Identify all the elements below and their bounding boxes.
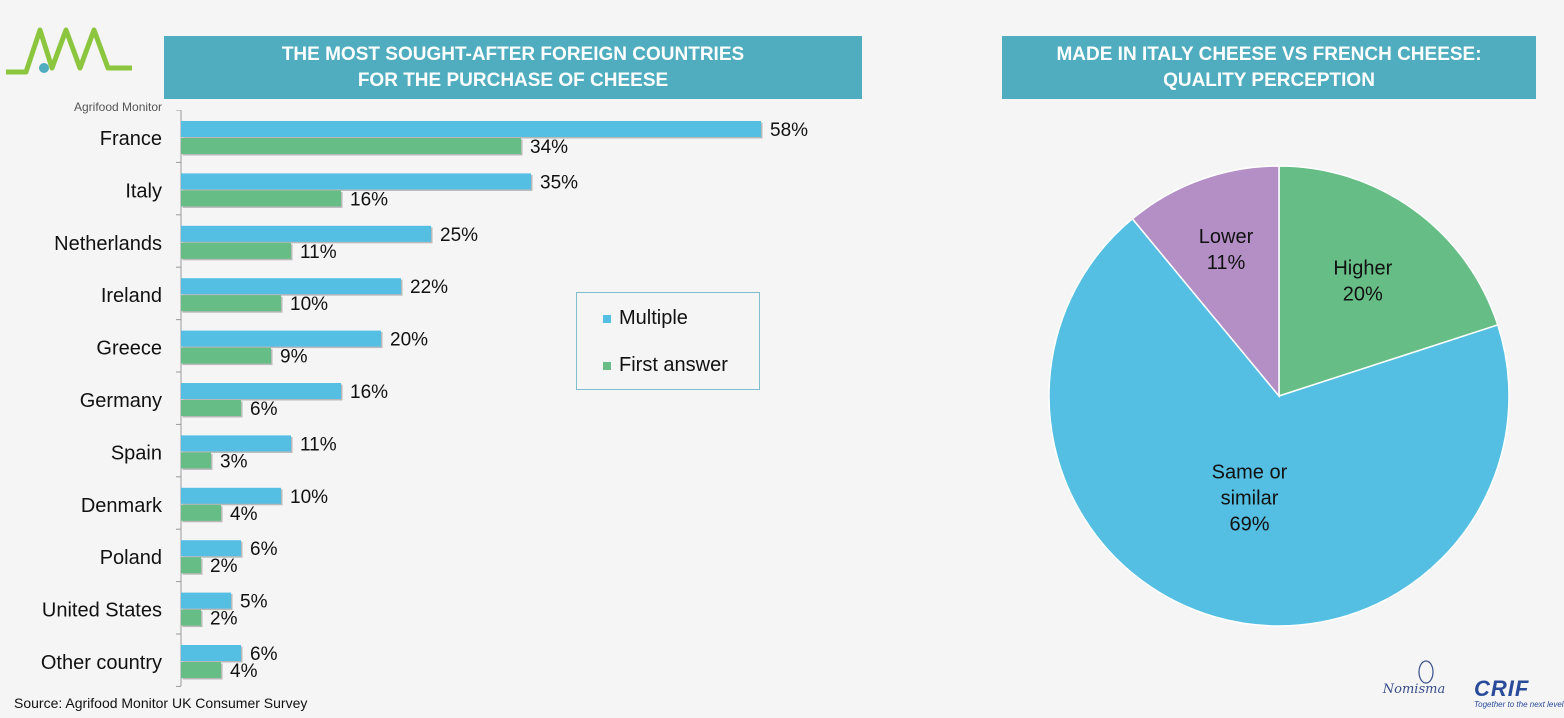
nomisma-text: Nomisma: [1382, 682, 1446, 697]
pie-slice-higher: [1278, 165, 1499, 398]
bar-first-answer-netherlands: [181, 242, 291, 259]
bar-first-answer-united-states: [181, 609, 201, 626]
data-label-first-answer-other-country: 4%: [230, 661, 258, 682]
pie-chart: Higher 20% Same or similar 69% Lower 11%: [1048, 165, 1510, 627]
agrifood-monitor-logo: Agrifood Monitor: [4, 22, 164, 114]
data-label-multiple-france: 58%: [770, 120, 808, 141]
data-label-multiple-ireland: 22%: [410, 277, 448, 298]
category-label-germany: Germany: [80, 390, 162, 412]
pie-slice-same-or-similar: [1048, 217, 1510, 627]
bar-multiple-other-country: [181, 645, 241, 661]
data-label-first-answer-greece: 9%: [280, 347, 308, 368]
bar-multiple-denmark: [181, 487, 281, 504]
data-label-multiple-united-states: 5%: [240, 592, 268, 613]
left-title-line2: FOR THE PURCHASE OF CHEESE: [357, 69, 669, 91]
legend-item-first-answer: First answer: [603, 354, 728, 377]
bar-multiple-spain: [181, 435, 291, 452]
bar-first-answer-spain: [181, 452, 211, 469]
category-label-other-country: Other country: [41, 652, 162, 674]
nomisma-logo: Nomisma: [1368, 660, 1460, 714]
bar-multiple-italy: [181, 173, 531, 190]
bar-first-answer-ireland: [181, 295, 281, 312]
data-label-first-answer-france: 34%: [530, 137, 568, 158]
category-label-france: France: [100, 128, 162, 150]
data-label-multiple-netherlands: 25%: [440, 225, 478, 246]
bar-chart: France 58% 34% Italy 35% 16% Netherlands 25% 11%…: [41, 110, 808, 687]
pie-label-lower: Lower 11%: [1199, 226, 1254, 274]
bar-first-answer-greece: [181, 347, 271, 364]
data-label-multiple-spain: 11%: [300, 434, 337, 455]
category-label-ireland: Ireland: [101, 285, 162, 307]
logo-mark-icon: [6, 27, 132, 75]
bar-chart-legend: Multiple First answer: [576, 292, 760, 390]
data-label-first-answer-united-states: 2%: [210, 609, 238, 630]
legend-label-multiple: Multiple: [619, 307, 688, 329]
data-label-multiple-italy: 35%: [540, 172, 578, 193]
left-chart-title: THE MOST SOUGHT-AFTER FOREIGN COUNTRIES …: [164, 36, 862, 99]
right-title-line2: QUALITY PERCEPTION: [1163, 69, 1375, 91]
bar-multiple-ireland: [181, 278, 401, 295]
pie-label-higher: Higher 20%: [1333, 258, 1392, 306]
bar-first-answer-denmark: [181, 504, 221, 521]
category-label-spain: Spain: [111, 442, 162, 464]
bar-first-answer-other-country: [181, 662, 221, 678]
category-label-poland: Poland: [100, 547, 162, 569]
data-label-first-answer-spain: 3%: [220, 451, 248, 472]
pie-label-same-or-similar: Same or similar 69%: [1212, 462, 1288, 536]
right-title-line1: MADE IN ITALY CHEESE VS FRENCH CHEESE:: [1056, 43, 1482, 65]
category-label-netherlands: Netherlands: [54, 233, 162, 255]
source-note: Source: Agrifood Monitor UK Consumer Sur…: [14, 695, 308, 711]
data-label-multiple-denmark: 10%: [290, 487, 328, 508]
data-label-first-answer-ireland: 10%: [290, 294, 328, 315]
data-label-multiple-germany: 16%: [350, 382, 388, 403]
category-label-greece: Greece: [96, 338, 162, 360]
bar-multiple-poland: [181, 540, 241, 557]
left-title-line1: THE MOST SOUGHT-AFTER FOREIGN COUNTRIES: [281, 43, 745, 65]
bar-first-answer-germany: [181, 400, 241, 416]
bar-first-answer-france: [181, 138, 521, 154]
bar-multiple-united-states: [181, 592, 231, 609]
legend-label-first-answer: First answer: [619, 354, 728, 376]
legend-swatch-first-answer: [603, 361, 611, 370]
data-label-first-answer-italy: 16%: [350, 189, 388, 210]
category-label-denmark: Denmark: [81, 495, 163, 517]
data-label-first-answer-germany: 6%: [250, 399, 278, 420]
data-label-multiple-poland: 6%: [250, 539, 278, 560]
legend-item-multiple: Multiple: [603, 307, 688, 330]
bar-first-answer-poland: [181, 557, 201, 574]
bar-multiple-france: [181, 121, 761, 137]
nomisma-emblem-icon: [1418, 660, 1434, 684]
category-label-italy: Italy: [125, 180, 162, 202]
pie-slice-lower: [1131, 165, 1280, 399]
category-label-united-states: United States: [42, 600, 162, 622]
bar-first-answer-italy: [181, 190, 341, 207]
crif-text: CRIF: [1474, 676, 1530, 701]
bar-multiple-germany: [181, 383, 341, 399]
legend-swatch-multiple: [603, 314, 611, 323]
crif-logo: CRIF Together to the next level: [1466, 668, 1564, 712]
data-label-multiple-other-country: 6%: [250, 644, 278, 665]
right-chart-title: MADE IN ITALY CHEESE VS FRENCH CHEESE: Q…: [1002, 36, 1536, 99]
bar-multiple-greece: [181, 330, 381, 347]
crif-tagline: Together to the next level: [1474, 700, 1564, 709]
data-label-first-answer-poland: 2%: [210, 556, 238, 577]
data-label-first-answer-denmark: 4%: [230, 504, 258, 525]
data-label-first-answer-netherlands: 11%: [300, 242, 337, 263]
data-label-multiple-greece: 20%: [390, 330, 428, 351]
bar-multiple-netherlands: [181, 225, 431, 242]
logo-text: Agrifood Monitor: [74, 100, 163, 114]
